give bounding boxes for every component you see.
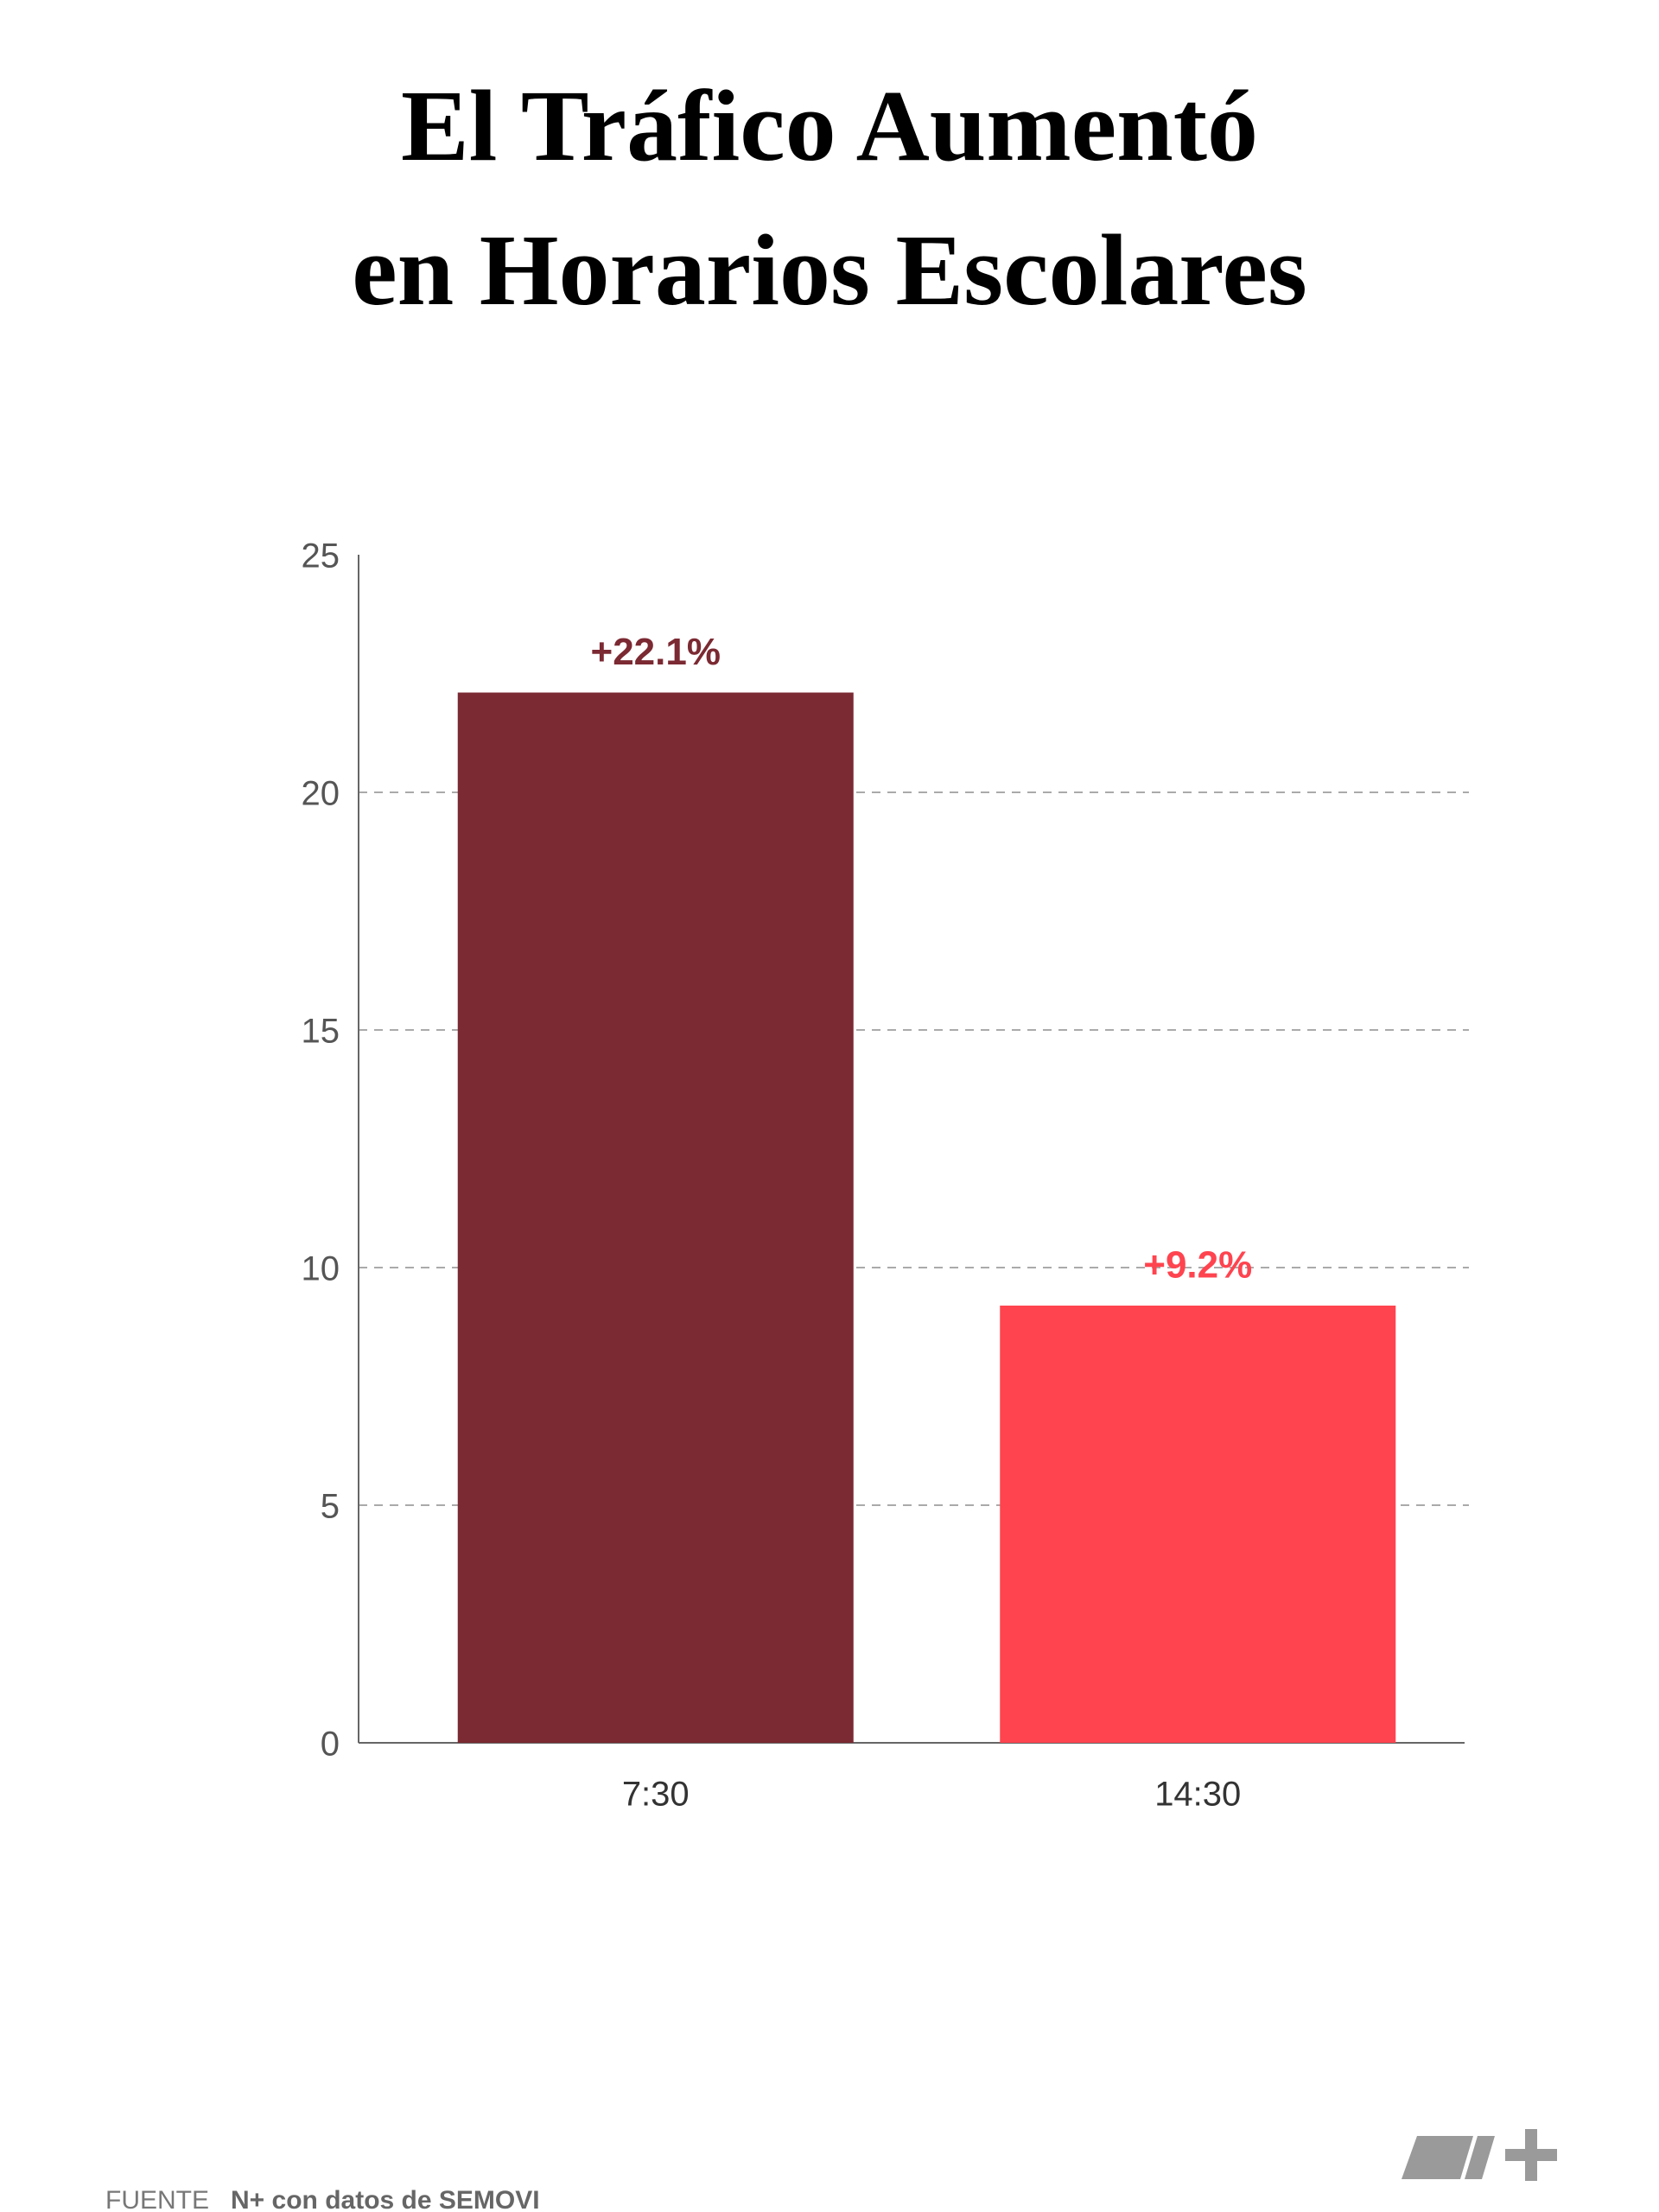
x-tick-label: 7:30 xyxy=(622,1776,690,1814)
y-tick-label: 0 xyxy=(321,1726,340,1764)
y-tick-label: 25 xyxy=(302,537,340,575)
y-tick-label: 15 xyxy=(302,1013,340,1051)
source: N+ con datos de SEMOVI xyxy=(231,2186,540,2212)
source-label: FUENTE xyxy=(105,2186,209,2212)
value-label: +9.2% xyxy=(1143,1244,1252,1287)
bar xyxy=(457,692,854,1743)
bar xyxy=(1000,1306,1396,1743)
y-tick-label: 20 xyxy=(302,775,340,813)
value-label: +22.1% xyxy=(591,631,721,673)
chart-title: en Horarios Escolares xyxy=(352,213,1307,327)
logo xyxy=(1402,2129,1557,2181)
y-tick-label: 5 xyxy=(321,1488,340,1526)
y-tick-label: 10 xyxy=(302,1250,340,1288)
x-tick-label: 14:30 xyxy=(1154,1776,1241,1814)
chart-title: El Tráfico Aumentó xyxy=(401,69,1258,182)
